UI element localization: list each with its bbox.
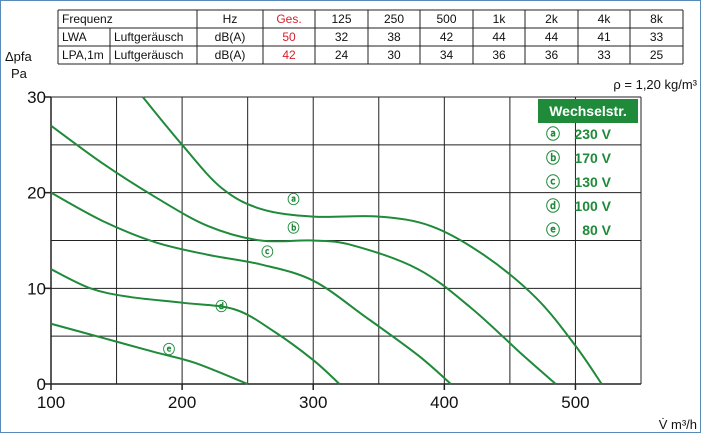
density-note: ρ = 1,20 kg/m³ xyxy=(613,77,697,92)
table-cell: 41 xyxy=(597,30,611,44)
table-cell: 125 xyxy=(331,12,351,26)
table-cell: LWA xyxy=(62,30,87,44)
table-cell: 44 xyxy=(545,30,559,44)
table-cell: 32 xyxy=(335,30,349,44)
table-cell: 50 xyxy=(282,30,296,44)
legend-item-mark: ⓑ xyxy=(546,150,560,166)
y-tick-label: 10 xyxy=(27,279,46,298)
legend: Wechselstr. ⓐ 230 V ⓑ 170 V ⓒ 130 V ⓓ 100 V ⓔ 80 V xyxy=(538,99,638,238)
x-tick-label: 300 xyxy=(299,393,327,412)
y-axis-unit: Pa xyxy=(11,66,28,81)
legend-item-label: 80 V xyxy=(582,222,611,238)
table-cell: Luftgeräusch xyxy=(114,48,183,62)
legend-item-label: 100 V xyxy=(574,198,611,214)
legend-item-label: 170 V xyxy=(574,150,611,166)
series-label-2: ⓒ xyxy=(261,244,273,259)
series-line-4 xyxy=(50,322,249,385)
legend-title: Wechselstr. xyxy=(549,103,627,119)
legend-title-bg xyxy=(538,99,638,123)
x-tick-label: 500 xyxy=(561,393,589,412)
y-tick-label: 30 xyxy=(27,88,46,107)
table-cell: 33 xyxy=(597,48,611,62)
table-cell: 36 xyxy=(492,48,506,62)
series-line-3 xyxy=(50,268,341,385)
x-axis-label: V̇ m³/h xyxy=(659,417,697,432)
series-line-0 xyxy=(142,96,603,385)
series-line-1 xyxy=(50,124,557,385)
table-cell: Hz xyxy=(223,12,238,26)
table-cell: LPA,1m xyxy=(62,48,104,62)
table-cell: 30 xyxy=(387,48,401,62)
series-label-0: ⓐ xyxy=(288,191,300,206)
table-cell: 25 xyxy=(650,48,664,62)
legend-item-label: 130 V xyxy=(574,174,611,190)
x-tick-label: 100 xyxy=(37,393,65,412)
table-cell: Luftgeräusch xyxy=(114,30,183,44)
legend-item-mark: ⓓ xyxy=(546,198,560,214)
table-cell: 33 xyxy=(650,30,664,44)
table-cell: dB(A) xyxy=(215,48,246,62)
legend-item-mark: ⓐ xyxy=(546,126,560,142)
table-cell: 44 xyxy=(492,30,506,44)
table-cell: Frequenz xyxy=(62,12,113,26)
y-tick-label: 20 xyxy=(27,184,46,203)
legend-item-mark: ⓒ xyxy=(546,174,560,190)
legend-item-label: 230 V xyxy=(574,126,611,142)
table-cell: 8k xyxy=(650,12,664,26)
table-cell: 24 xyxy=(335,48,349,62)
table-cell: 500 xyxy=(436,12,456,26)
y-tick-label: 0 xyxy=(37,375,46,394)
x-tick-label: 200 xyxy=(168,393,196,412)
legend-item-mark: ⓔ xyxy=(546,222,560,238)
plot-area: 100 200 300 400 500 0 10 20 30 ⓐ ⓑ ⓒ ⓓ ⓔ xyxy=(27,88,642,412)
table-cell: dB(A) xyxy=(215,30,246,44)
table-cell: 42 xyxy=(282,48,296,62)
table-cell: 42 xyxy=(440,30,454,44)
table-cell: 36 xyxy=(545,48,559,62)
series-label-4: ⓔ xyxy=(163,342,175,357)
series-label-1: ⓑ xyxy=(288,220,300,235)
x-tick-label: 400 xyxy=(430,393,458,412)
table-cell: 1k xyxy=(493,12,507,26)
table-cell: 250 xyxy=(384,12,404,26)
table-cell: 2k xyxy=(545,12,559,26)
table-cell: Ges. xyxy=(276,12,301,26)
noise-table: Frequenz Hz Ges. 125 250 500 1k 2k 4k 8k LWA Luftge… xyxy=(57,9,684,65)
table-cell: 38 xyxy=(387,30,401,44)
table-cell: 34 xyxy=(440,48,454,62)
series-label-3: ⓓ xyxy=(215,299,227,314)
table-cell: 4k xyxy=(598,12,612,26)
series-line-2 xyxy=(50,191,452,385)
y-axis-symbol: Δpfa xyxy=(5,49,33,64)
